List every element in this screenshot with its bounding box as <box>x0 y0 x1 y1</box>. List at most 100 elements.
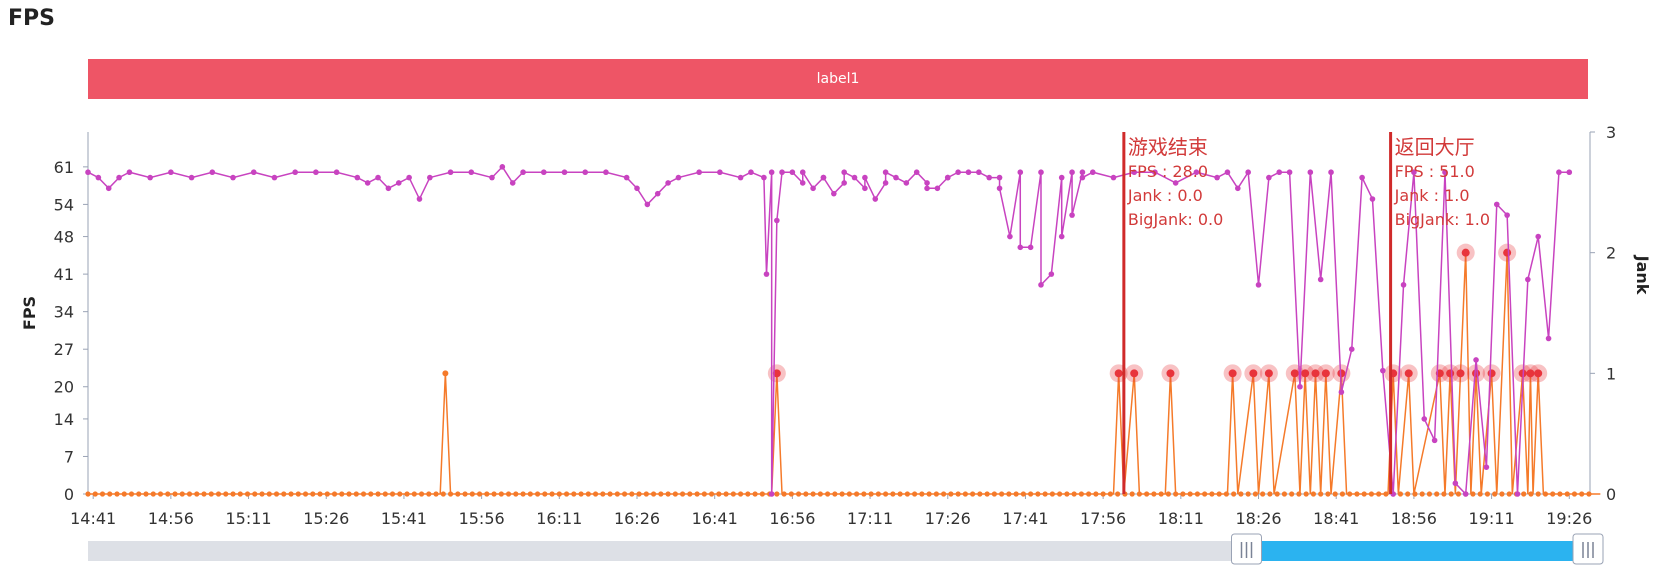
jank-baseline-point <box>1086 491 1092 497</box>
jank-baseline-point <box>505 491 512 497</box>
fps-point <box>603 169 609 176</box>
jank-baseline-point <box>1281 491 1288 497</box>
jank-point <box>1228 369 1237 378</box>
fps-point <box>1007 233 1013 240</box>
jank-baseline-point <box>1252 491 1259 497</box>
fps-point <box>509 180 516 186</box>
jank-baseline-point <box>919 491 925 497</box>
jank-baseline-point <box>1013 491 1019 497</box>
jank-baseline-point <box>1535 491 1541 497</box>
jank-baseline-point <box>252 491 258 497</box>
jank-baseline-point <box>1245 491 1251 497</box>
fps-point <box>1431 437 1438 444</box>
fps-point <box>385 185 392 192</box>
jank-point <box>1534 369 1543 378</box>
marker-title: 返回大厅 <box>1395 135 1475 159</box>
jank-point <box>1130 369 1139 378</box>
jank-baseline-point <box>723 491 729 497</box>
jank-baseline-point <box>121 491 127 497</box>
jank-baseline-point <box>85 491 91 497</box>
jank-baseline-point <box>1151 491 1157 497</box>
jank-baseline-point <box>295 491 301 497</box>
jank-baseline-point <box>1042 491 1048 497</box>
fps-point <box>996 185 1003 192</box>
jank-baseline-point <box>781 491 787 497</box>
jank-baseline-point <box>1557 491 1563 497</box>
fps-point <box>468 169 475 176</box>
fps-point <box>540 169 547 176</box>
jank-baseline-point <box>977 491 983 497</box>
jank-baseline-point <box>832 491 838 497</box>
x-tick-label: 18:26 <box>1235 509 1281 528</box>
jank-baseline-point <box>331 491 338 497</box>
jank-baseline-point <box>1521 491 1527 497</box>
jank-series <box>85 243 1601 497</box>
jank-baseline-point <box>1318 491 1324 497</box>
jank-baseline-point <box>803 491 809 497</box>
fps-point <box>1017 244 1024 251</box>
jank-baseline-point <box>890 491 896 497</box>
fps-point <box>1110 174 1117 181</box>
jank-baseline-point <box>1441 491 1447 497</box>
jank-baseline-point <box>788 491 794 497</box>
jank-baseline-point <box>1448 491 1454 497</box>
jank-baseline-point <box>970 491 976 497</box>
left-tick-label: 41 <box>54 265 74 284</box>
jank-baseline-point <box>1194 491 1201 497</box>
jank-baseline-point <box>549 491 555 497</box>
jank-baseline-point <box>201 491 207 497</box>
jank-baseline-point <box>679 491 686 497</box>
jank-baseline-point <box>288 491 294 497</box>
fps-point <box>499 164 506 170</box>
fps-point <box>944 174 951 181</box>
jank-baseline-point <box>563 491 570 497</box>
fps-point <box>644 201 651 208</box>
jank-baseline-point <box>346 491 352 497</box>
jank-point <box>772 369 781 378</box>
jank-baseline-point <box>1129 491 1135 497</box>
jank-baseline-point <box>360 491 367 497</box>
fps-point <box>1152 169 1158 176</box>
jank-baseline-point <box>1484 491 1491 497</box>
jank-baseline-point <box>1144 491 1150 497</box>
jank-baseline-point <box>1100 491 1106 497</box>
jank-baseline-point <box>462 491 468 497</box>
fps-point <box>965 169 972 176</box>
jank-point <box>1526 369 1535 378</box>
jank-baseline-point <box>1542 491 1549 497</box>
left-tick-label: 7 <box>64 447 74 466</box>
fps-point <box>271 174 278 181</box>
jank-baseline-point <box>324 491 330 497</box>
jank-baseline-point <box>208 491 214 497</box>
jank-baseline-point <box>1260 491 1266 497</box>
jank-baseline-point <box>1339 491 1346 497</box>
jank-baseline-point <box>484 491 490 497</box>
jank-baseline-point <box>1361 491 1367 497</box>
fps-point <box>862 185 868 192</box>
jank-baseline-point <box>1158 491 1164 497</box>
fps-point <box>230 174 236 181</box>
jank-baseline-point <box>498 491 504 497</box>
fps-point <box>354 174 361 181</box>
jank-baseline-point <box>1492 491 1498 497</box>
jank-baseline-point <box>150 491 156 497</box>
fps-point <box>799 180 806 186</box>
fps-point <box>1442 169 1448 176</box>
jank-baseline-point <box>1470 491 1476 497</box>
jank-baseline-point <box>433 491 439 497</box>
fps-point <box>292 169 298 176</box>
fps-point <box>1328 169 1334 176</box>
fps-point <box>1058 174 1065 181</box>
jank-point <box>1404 369 1413 378</box>
fps-point <box>779 169 785 176</box>
jank-baseline-point <box>636 491 642 497</box>
jank-baseline-point <box>948 491 954 497</box>
marker-detail: Jank : 1.0 <box>1394 186 1470 205</box>
jank-baseline-point <box>476 491 483 497</box>
jank-point <box>1503 248 1512 257</box>
x-tick-label: 15:41 <box>381 509 427 528</box>
jank-baseline-point <box>1419 491 1425 497</box>
jank-baseline-point <box>578 491 584 497</box>
jank-point <box>1301 369 1310 378</box>
left-tick-label: 34 <box>54 303 74 322</box>
